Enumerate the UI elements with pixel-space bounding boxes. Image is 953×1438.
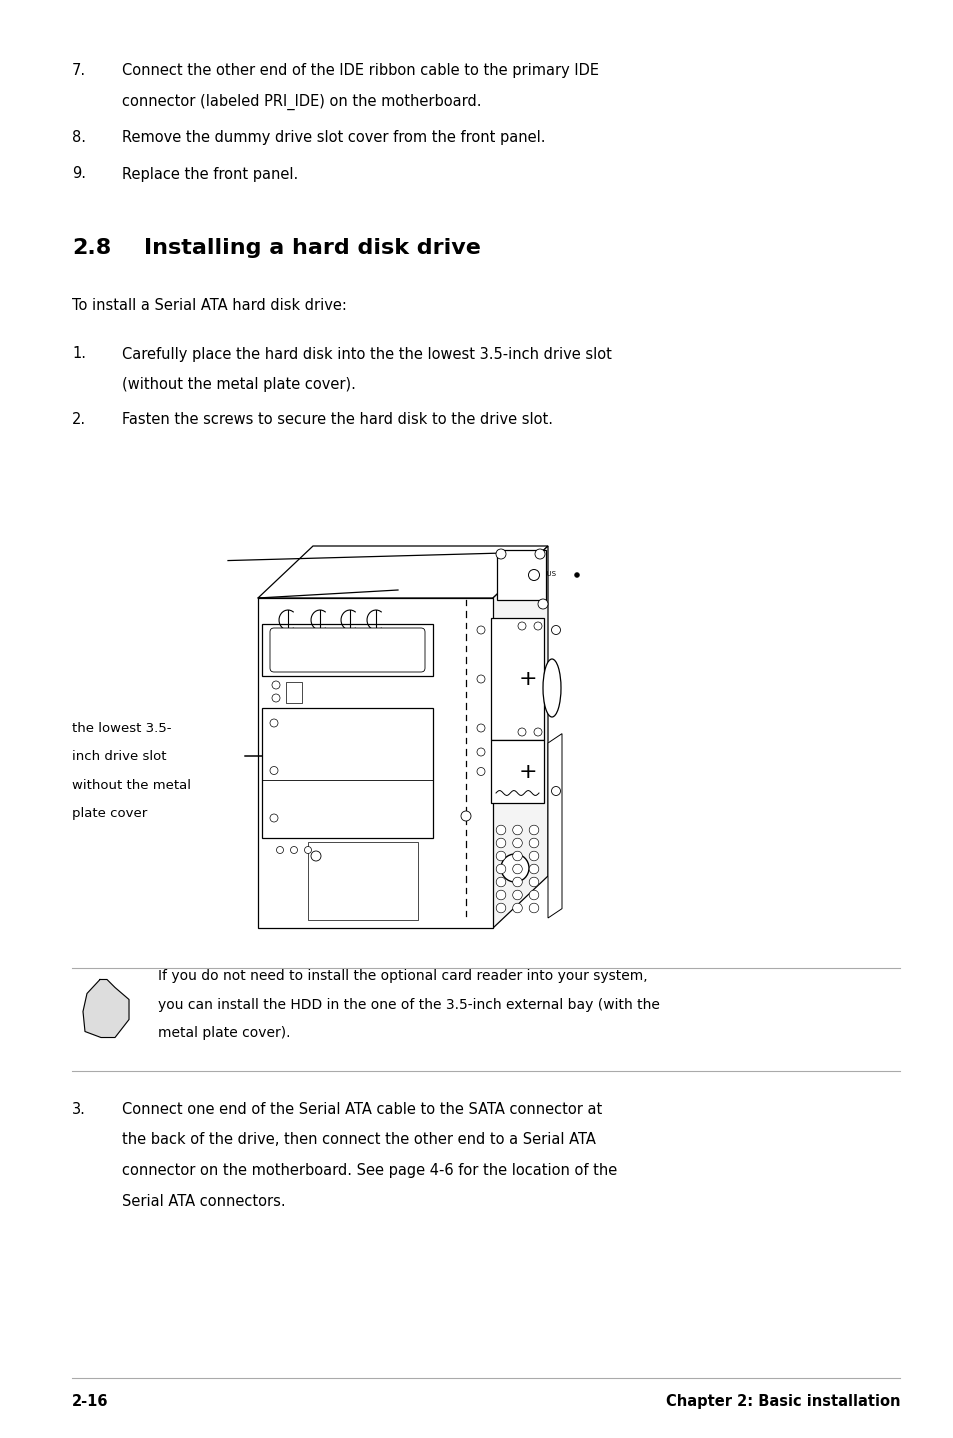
Circle shape: [476, 626, 484, 634]
Circle shape: [529, 825, 538, 835]
Text: the back of the drive, then connect the other end to a Serial ATA: the back of the drive, then connect the …: [122, 1133, 596, 1148]
Text: 2-16: 2-16: [71, 1393, 109, 1409]
Text: the lowest 3.5-: the lowest 3.5-: [71, 722, 172, 735]
Circle shape: [529, 864, 538, 874]
Circle shape: [517, 728, 525, 736]
Circle shape: [512, 851, 521, 861]
Polygon shape: [257, 546, 547, 598]
Text: connector on the motherboard. See page 4-6 for the location of the: connector on the motherboard. See page 4…: [122, 1163, 617, 1178]
Circle shape: [512, 877, 521, 887]
Text: +: +: [517, 762, 537, 781]
Circle shape: [496, 903, 505, 913]
Circle shape: [529, 851, 538, 861]
Text: Installing a hard disk drive: Installing a hard disk drive: [144, 239, 480, 259]
Text: Connect the other end of the IDE ribbon cable to the primary IDE: Connect the other end of the IDE ribbon …: [122, 63, 598, 78]
Polygon shape: [497, 549, 545, 600]
Text: 8.: 8.: [71, 129, 86, 145]
Circle shape: [512, 903, 521, 913]
Text: +: +: [517, 669, 537, 689]
Circle shape: [537, 600, 547, 610]
Circle shape: [529, 838, 538, 848]
Text: /ASUS: /ASUS: [535, 571, 556, 577]
Circle shape: [551, 626, 560, 634]
Circle shape: [311, 851, 320, 861]
Text: Connect one end of the Serial ATA cable to the SATA connector at: Connect one end of the Serial ATA cable …: [122, 1102, 601, 1117]
Circle shape: [512, 838, 521, 848]
Circle shape: [529, 877, 538, 887]
Text: Remove the dummy drive slot cover from the front panel.: Remove the dummy drive slot cover from t…: [122, 129, 545, 145]
Text: inch drive slot: inch drive slot: [71, 751, 167, 764]
Ellipse shape: [542, 659, 560, 718]
Circle shape: [517, 623, 525, 630]
Polygon shape: [257, 598, 493, 928]
Text: DVD: DVD: [502, 571, 517, 577]
Text: 1.: 1.: [71, 347, 86, 361]
Circle shape: [496, 890, 505, 900]
Text: (without the metal plate cover).: (without the metal plate cover).: [122, 377, 355, 393]
Text: 2.8: 2.8: [71, 239, 112, 259]
Circle shape: [460, 811, 471, 821]
Circle shape: [496, 877, 505, 887]
Circle shape: [529, 903, 538, 913]
Circle shape: [500, 854, 529, 881]
Text: 2.: 2.: [71, 413, 86, 427]
Circle shape: [529, 890, 538, 900]
Circle shape: [535, 549, 544, 559]
Text: Serial ATA connectors.: Serial ATA connectors.: [122, 1194, 285, 1208]
Polygon shape: [493, 546, 547, 928]
Polygon shape: [547, 733, 561, 917]
Text: 3.: 3.: [71, 1102, 86, 1117]
Text: Carefully place the hard disk into the the lowest 3.5-inch drive slot: Carefully place the hard disk into the t…: [122, 347, 611, 361]
Text: connector (labeled PRI_IDE) on the motherboard.: connector (labeled PRI_IDE) on the mothe…: [122, 93, 481, 109]
Text: plate cover: plate cover: [71, 808, 147, 821]
Text: If you do not need to install the optional card reader into your system,: If you do not need to install the option…: [158, 969, 647, 984]
Polygon shape: [262, 707, 433, 838]
Circle shape: [551, 787, 560, 795]
Polygon shape: [491, 741, 543, 802]
Text: 7.: 7.: [71, 63, 86, 78]
Polygon shape: [308, 843, 417, 920]
FancyBboxPatch shape: [270, 628, 424, 672]
Circle shape: [276, 847, 283, 854]
Circle shape: [512, 864, 521, 874]
Circle shape: [291, 847, 297, 854]
Circle shape: [512, 890, 521, 900]
Circle shape: [496, 838, 505, 848]
Polygon shape: [83, 979, 129, 1037]
Circle shape: [272, 682, 280, 689]
Circle shape: [476, 723, 484, 732]
Circle shape: [496, 864, 505, 874]
Polygon shape: [262, 624, 433, 676]
Circle shape: [304, 847, 312, 854]
Text: metal plate cover).: metal plate cover).: [158, 1025, 291, 1040]
Circle shape: [528, 569, 539, 581]
Polygon shape: [491, 618, 543, 741]
Circle shape: [496, 851, 505, 861]
Circle shape: [534, 728, 541, 736]
Circle shape: [270, 719, 277, 728]
Circle shape: [476, 748, 484, 756]
Circle shape: [270, 766, 277, 775]
Circle shape: [476, 768, 484, 775]
Text: 9.: 9.: [71, 167, 86, 181]
Text: without the metal: without the metal: [71, 779, 191, 792]
Polygon shape: [286, 682, 302, 703]
Text: you can install the HDD in the one of the 3.5-inch external bay (with the: you can install the HDD in the one of th…: [158, 998, 659, 1011]
Circle shape: [270, 814, 277, 823]
Circle shape: [534, 623, 541, 630]
Circle shape: [272, 695, 280, 702]
Text: Replace the front panel.: Replace the front panel.: [122, 167, 298, 181]
Circle shape: [512, 825, 521, 835]
Circle shape: [476, 674, 484, 683]
Text: To install a Serial ATA hard disk drive:: To install a Serial ATA hard disk drive:: [71, 299, 347, 313]
Circle shape: [496, 549, 505, 559]
Text: Chapter 2: Basic installation: Chapter 2: Basic installation: [665, 1393, 899, 1409]
Circle shape: [496, 825, 505, 835]
Text: Fasten the screws to secure the hard disk to the drive slot.: Fasten the screws to secure the hard dis…: [122, 413, 553, 427]
Circle shape: [574, 572, 578, 578]
